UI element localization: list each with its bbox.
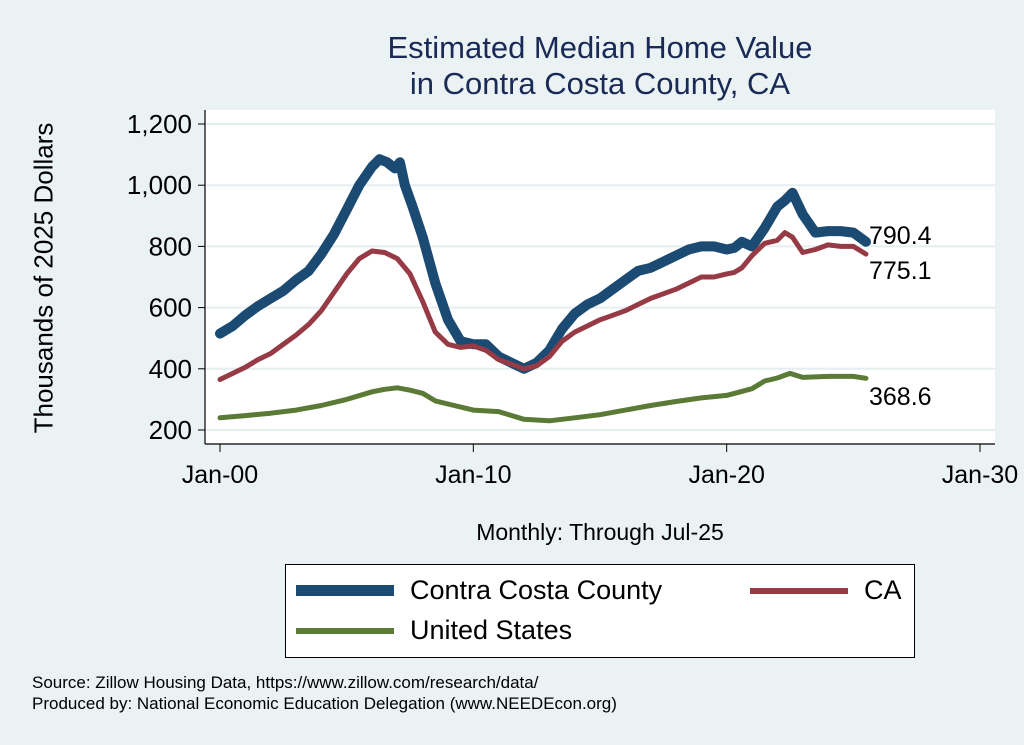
chart-title: Estimated Median Home Value in Contra Co… bbox=[200, 30, 1000, 102]
gridlines bbox=[206, 123, 995, 431]
y-tick-label: 200 bbox=[149, 415, 192, 445]
y-tick-label: 1,000 bbox=[127, 170, 192, 200]
end-label-contra-costa: 790.4 bbox=[869, 222, 932, 250]
legend-item-ca: CA bbox=[750, 575, 902, 606]
legend-label: CA bbox=[864, 575, 902, 605]
x-axis-label: Monthly: Through Jul-25 bbox=[476, 519, 724, 545]
plot-area bbox=[205, 110, 995, 444]
series-line-united-states bbox=[217, 370, 869, 424]
producer-note: Produced by: National Economic Education… bbox=[32, 694, 617, 713]
legend-label: United States bbox=[410, 615, 573, 645]
source-note: Source: Zillow Housing Data, https://www… bbox=[32, 673, 539, 692]
chart-title-line-1: Estimated Median Home Value bbox=[387, 30, 813, 65]
legend-item-united-states: United States bbox=[296, 615, 572, 646]
y-tick-label: 400 bbox=[149, 354, 192, 384]
x-tick-label: Jan-30 bbox=[942, 461, 1018, 489]
y-axis-ticks: 200 400 600 800 1,000 1,200 bbox=[127, 109, 205, 445]
y-tick-label: 1,200 bbox=[127, 109, 192, 139]
legend-swatch-ca bbox=[750, 587, 848, 594]
x-axis-ticks: Jan-00 Jan-10 Jan-20 Jan-30 bbox=[182, 444, 1018, 489]
series-line-ca bbox=[217, 230, 869, 382]
end-label-ca: 775.1 bbox=[869, 257, 932, 285]
footnotes: Source: Zillow Housing Data, https://www… bbox=[32, 672, 617, 714]
x-tick-label: Jan-10 bbox=[435, 461, 511, 489]
y-tick-label: 800 bbox=[149, 231, 192, 261]
x-tick-label: Jan-00 bbox=[182, 461, 258, 489]
x-tick-label: Jan-20 bbox=[688, 461, 764, 489]
chart-title-line-2: in Contra Costa County, CA bbox=[409, 66, 791, 101]
series-lines bbox=[215, 154, 871, 424]
legend: Contra Costa County CA United States bbox=[285, 564, 915, 658]
y-tick-label: 600 bbox=[149, 293, 192, 323]
end-labels: 790.4 775.1 368.6 bbox=[869, 222, 932, 411]
legend-item-contra-costa: Contra Costa County bbox=[296, 575, 662, 606]
end-label-united-states: 368.6 bbox=[869, 383, 932, 411]
legend-swatch-united-states bbox=[296, 627, 394, 634]
legend-swatch-contra-costa bbox=[296, 585, 394, 596]
legend-label: Contra Costa County bbox=[410, 575, 663, 605]
